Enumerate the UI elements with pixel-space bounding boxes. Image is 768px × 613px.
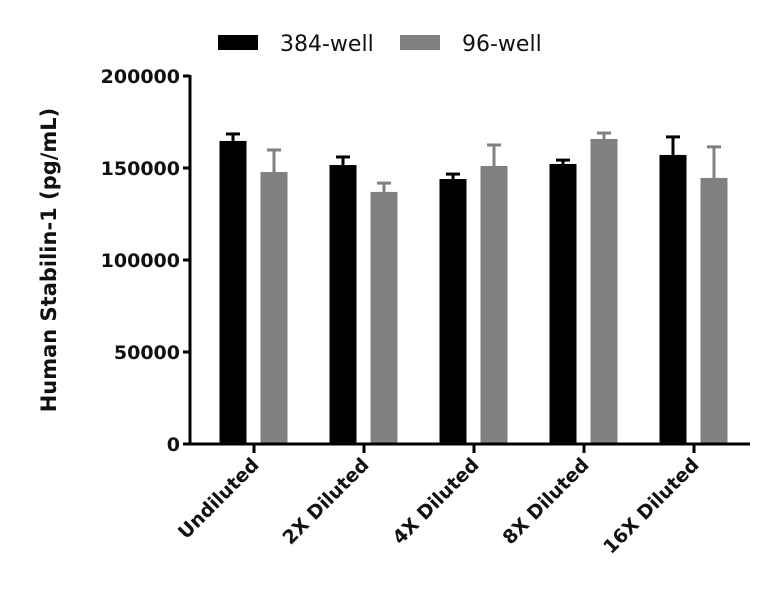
y-tick-label: 200000 <box>101 66 180 88</box>
x-axis: Undiluted 2X Diluted 4X Diluted 8X Diluted 1… <box>174 442 750 558</box>
y-tick-label: 100000 <box>101 250 180 272</box>
bar-384-well-2x-diluted <box>329 155 357 444</box>
legend-item-96-well: 96-well <box>400 32 542 57</box>
bar <box>370 191 398 444</box>
x-tick-label: 4X Diluted <box>389 454 484 549</box>
bar <box>700 177 728 444</box>
bar-384-well-undiluted <box>219 132 247 444</box>
x-tick-label: 2X Diluted <box>279 454 374 549</box>
bars <box>219 131 728 445</box>
legend-swatch <box>218 35 258 50</box>
y-tick-label: 0 <box>167 434 180 456</box>
bar <box>439 179 467 445</box>
y-axis: 0 50000 100000 150000 200000 <box>101 66 192 456</box>
y-axis-label: Human Stabilin-1 (pg/mL) <box>37 108 61 413</box>
bar <box>219 140 247 444</box>
legend-item-384-well: 384-well <box>218 32 374 57</box>
bar <box>260 172 288 444</box>
bar <box>659 154 687 444</box>
y-tick-label: 50000 <box>114 342 180 364</box>
legend-label: 96-well <box>462 32 542 57</box>
bar-384-well-4x-diluted <box>439 172 467 445</box>
x-tick-label: Undiluted <box>174 454 264 544</box>
bar <box>480 165 508 444</box>
y-axis-title: Human Stabilin-1 (pg/mL) <box>37 108 61 413</box>
bar <box>590 138 618 445</box>
bar <box>549 163 577 444</box>
legend-label: 384-well <box>280 32 374 57</box>
bar-96-well-4x-diluted <box>480 143 508 444</box>
legend-swatch <box>400 35 440 50</box>
bar-96-well-2x-diluted <box>370 181 398 444</box>
x-tick-label: 8X Diluted <box>499 454 594 549</box>
bar-384-well-16x-diluted <box>659 135 687 444</box>
bar-96-well-undiluted <box>260 148 288 444</box>
bar-96-well-16x-diluted <box>700 145 728 444</box>
y-tick-label: 150000 <box>101 158 180 180</box>
x-tick-label: 16X Diluted <box>599 454 703 558</box>
bar-384-well-8x-diluted <box>549 158 577 444</box>
bar-96-well-8x-diluted <box>590 131 618 445</box>
bar <box>329 165 357 444</box>
legend: 384-well 96-well <box>218 32 542 57</box>
